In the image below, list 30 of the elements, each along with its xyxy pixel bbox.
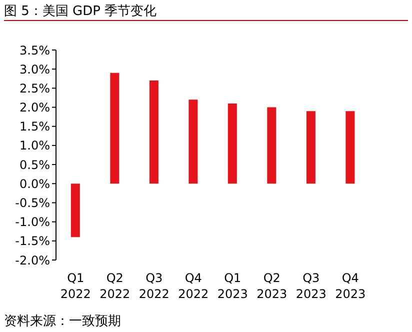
x-tick-label: Q3 2023 [296,271,326,301]
text: 资料来源：一致预期 [4,313,121,330]
x-tick-label: Q1 2023 [217,271,248,301]
y-tick-label: -1.5% [15,234,50,248]
x-tick-label: Q2 2022 [100,271,130,301]
y-tick-label: 2.5% [20,81,50,96]
y-tick-label: 2.0% [20,100,50,115]
chart-title: 图 5：美国 GDP 季节变化 [4,3,157,20]
bar [306,111,316,184]
y-tick-label: 1.5% [20,120,50,134]
x-tick-label: Q1 2022 [60,271,91,301]
x-tick-label: Q3 2022 [138,271,170,301]
bar [267,107,276,184]
bar [228,103,237,184]
bar [346,111,355,184]
y-tick-label: -1.0% [15,215,50,230]
x-tick-label: Q4 2022 [178,271,209,301]
bar [149,80,158,184]
x-tick-label: Q4 2023 [335,271,366,301]
y-tick-label: 1.0% [20,138,50,153]
y-tick-label: 0.0% [20,176,50,191]
y-tick-label: 3.5% [20,43,50,58]
y-tick-label: 3.0% [20,62,50,76]
bar [70,184,80,238]
x-tick-label: Q2 2023 [256,271,288,301]
bar [188,100,198,184]
y-tick-label: -2.0% [15,253,50,268]
y-tick-label: 0.5% [20,158,50,172]
bar [110,72,120,184]
y-tick-label: -0.5% [15,196,50,210]
